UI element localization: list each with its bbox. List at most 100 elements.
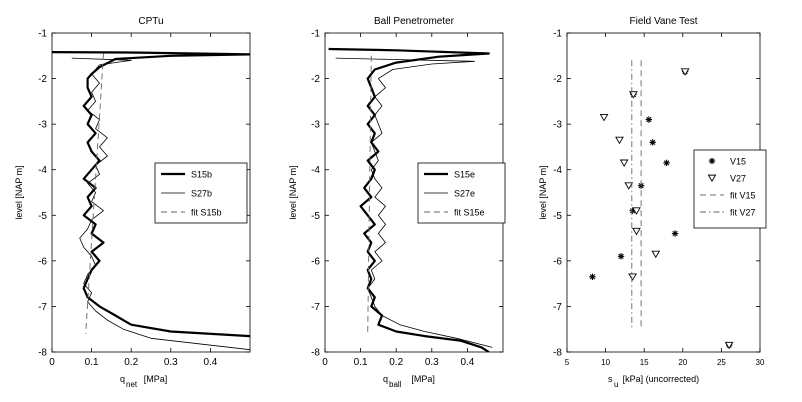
x-tick-label: 0.3	[164, 357, 178, 368]
y-tick-label: -1	[553, 29, 562, 40]
legend-label: fit S15e	[454, 208, 485, 218]
panel-3: Field Vane Test -1 -2 -3 -4 -5 -6 -7 -85 10 15 20 25…	[538, 16, 767, 389]
y-tick-label: -6	[553, 256, 562, 267]
x-tick-label: 10	[601, 358, 610, 367]
y-tick-label: -4	[311, 165, 320, 176]
x-label-main: s	[608, 374, 613, 384]
x-tick-label: 20	[678, 358, 687, 367]
x-tick-label: 0	[49, 357, 55, 368]
legend-label: S27e	[454, 189, 475, 199]
data-point	[645, 116, 653, 123]
y-tick-label: -2	[553, 74, 562, 85]
legend-marker	[707, 174, 717, 183]
series-s27b-line	[71, 57, 250, 351]
x-tick-label: 0	[322, 357, 328, 368]
x-tick-label: 0.3	[425, 357, 439, 368]
data-point	[619, 159, 629, 168]
series-layer	[589, 60, 734, 350]
legend-label: V15	[730, 157, 746, 167]
y-tick-label: -4	[553, 165, 562, 176]
series-s27e-line	[335, 57, 493, 348]
y-tick-label: -2	[311, 74, 320, 85]
panel-1: CPTu -1 -2 -3 -4 -5 -6 -7 -80 0.1 0.2 0.3 0.4 level […	[14, 16, 251, 389]
x-axis-label: su [kPa] (uncorrected)	[608, 374, 699, 389]
x-label-sub: net	[126, 380, 138, 389]
x-label-unit: [MPa]	[411, 374, 435, 384]
y-tick-label: -5	[311, 211, 320, 222]
y-tick-label: -4	[38, 165, 47, 176]
y-axis-label: level [NAP m]	[14, 165, 24, 219]
legend-label: V27	[730, 174, 746, 184]
data-point	[632, 227, 641, 236]
legend: S15e S27e fit S15e	[417, 162, 506, 224]
legend-box	[693, 149, 767, 229]
x-tick-label: 30	[756, 358, 765, 367]
x-label-main: q	[120, 374, 125, 384]
panel-title: CPTu	[138, 16, 163, 27]
panel-title: Ball Penetrometer	[374, 16, 455, 27]
legend: S15b S27b fit S15b	[154, 162, 248, 224]
y-tick-label: -5	[553, 211, 562, 222]
x-tick-label: 0.1	[85, 357, 99, 368]
panel-title: Field Vane Test	[629, 16, 697, 27]
x-label-sub: ball	[389, 380, 402, 389]
legend-label: fit S15b	[191, 208, 222, 218]
y-tick-label: -5	[38, 211, 47, 222]
data-point	[671, 230, 679, 237]
data-point	[615, 136, 624, 145]
x-tick-label: 0.4	[460, 357, 474, 368]
data-point	[632, 207, 641, 215]
x-label-unit: [MPa]	[144, 374, 168, 384]
data-point	[617, 253, 625, 260]
legend-label: S15b	[191, 170, 212, 180]
y-tick-label: -3	[311, 120, 320, 131]
y-tick-label: -7	[311, 302, 320, 313]
legend-label: S15e	[454, 170, 475, 180]
legend-label: fit V27	[730, 208, 756, 218]
data-point	[649, 139, 656, 146]
y-tick-label: -8	[553, 348, 562, 359]
series-fit-s15e-line	[367, 55, 372, 334]
y-axis-label: level [NAP m]	[538, 165, 548, 219]
series-layer	[328, 47, 493, 352]
y-tick-label: -6	[311, 256, 320, 267]
data-point	[628, 273, 638, 281]
x-tick-label: 5	[565, 358, 570, 367]
data-point	[663, 159, 670, 167]
x-label-sub: u	[614, 380, 618, 389]
panel-2: Ball Penetrometer -1 -2 -3 -4 -5 -6 -7 -80 0.1 0.2…	[288, 16, 506, 389]
x-tick-label: 0.1	[354, 357, 368, 368]
series-layer	[52, 51, 250, 351]
legend-label: fit V15	[730, 191, 756, 201]
y-tick-label: -6	[38, 256, 47, 267]
legend-label: S27b	[191, 189, 212, 199]
series-v27	[599, 68, 734, 350]
y-axis-label: level [NAP m]	[288, 165, 298, 219]
x-label-unit: [kPa] (uncorrected)	[623, 374, 700, 384]
data-point	[651, 250, 661, 259]
y-tick-label: -1	[38, 29, 47, 40]
data-point	[680, 68, 690, 76]
y-tick-label: -2	[38, 74, 47, 85]
data-point	[624, 182, 634, 190]
y-tick-label: -3	[38, 120, 47, 131]
data-point	[599, 113, 609, 122]
x-label-main: q	[383, 374, 388, 384]
data-point	[724, 341, 734, 350]
x-tick-label: 25	[717, 358, 726, 367]
x-tick-label: 0.2	[389, 357, 403, 368]
y-tick-label: -8	[311, 348, 320, 359]
y-tick-label: -7	[38, 302, 47, 313]
legend: V15 V27 fit V15 fit V27	[693, 149, 767, 229]
series-s15e-line	[328, 47, 490, 352]
y-tick-label: -1	[311, 29, 320, 40]
data-point	[589, 273, 596, 281]
y-tick-label: -8	[38, 348, 47, 359]
x-tick-label: 0.4	[203, 357, 217, 368]
y-tick-label: -7	[553, 302, 562, 313]
legend-marker	[708, 157, 716, 165]
